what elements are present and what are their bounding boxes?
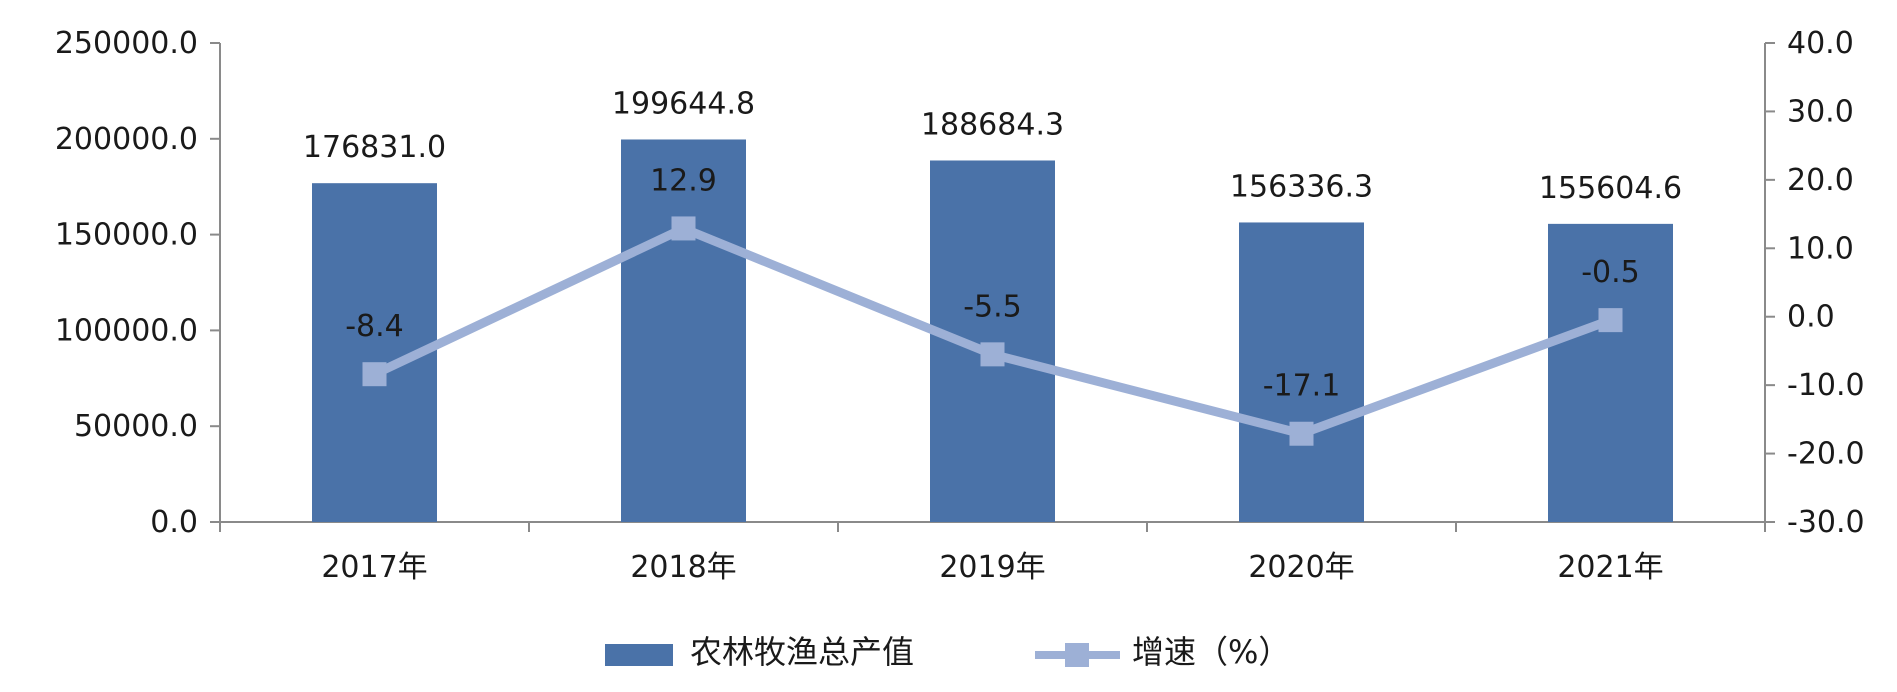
right-y-tick-label: 40.0 bbox=[1787, 26, 1854, 61]
x-tick-label: 2019年 bbox=[939, 550, 1045, 585]
bar-value-label: 188684.3 bbox=[921, 107, 1064, 142]
legend: 农林牧渔总产值 增速（%） bbox=[605, 633, 1290, 671]
left-y-tick-label: 100000.0 bbox=[55, 313, 198, 348]
data-labels: 176831.0 199644.8 188684.3 156336.3 155604.6… bbox=[303, 86, 1682, 403]
growth-value-label: -0.5 bbox=[1581, 255, 1640, 290]
right-y-tick-label: 10.0 bbox=[1787, 231, 1854, 266]
line-series bbox=[362, 216, 1623, 446]
right-y-tick-label: -10.0 bbox=[1787, 368, 1865, 403]
growth-marker bbox=[362, 362, 387, 387]
x-tick-label: 2017年 bbox=[321, 550, 427, 585]
growth-marker bbox=[980, 342, 1005, 367]
right-y-tick-label: 0.0 bbox=[1787, 300, 1835, 335]
bar-value-label: 176831.0 bbox=[303, 130, 446, 165]
growth-value-label: -5.5 bbox=[963, 289, 1022, 324]
right-y-tick-label: -30.0 bbox=[1787, 505, 1865, 540]
left-y-tick-label: 150000.0 bbox=[55, 218, 198, 253]
growth-value-label: -8.4 bbox=[345, 309, 404, 344]
axes: 0.0 50000.0 100000.0 150000.0 200000.0 250000… bbox=[55, 26, 1865, 585]
legend-bar-label: 农林牧渔总产值 bbox=[690, 633, 914, 671]
x-tick-label: 2018年 bbox=[630, 550, 736, 585]
growth-value-label: -17.1 bbox=[1263, 369, 1341, 404]
right-y-tick-label: 20.0 bbox=[1787, 163, 1854, 198]
left-y-tick-label: 200000.0 bbox=[55, 122, 198, 157]
bar bbox=[1239, 222, 1364, 522]
x-tick-label: 2020年 bbox=[1248, 550, 1354, 585]
bar-value-label: 155604.6 bbox=[1539, 171, 1682, 206]
bar-series bbox=[312, 139, 1673, 523]
legend-line-label: 增速（%） bbox=[1132, 633, 1290, 671]
bar bbox=[621, 139, 746, 522]
bar bbox=[1548, 223, 1673, 523]
x-tick-label: 2021年 bbox=[1557, 550, 1663, 585]
left-y-tick-label: 0.0 bbox=[150, 505, 198, 540]
growth-marker bbox=[1598, 308, 1623, 333]
right-y-tick-label: 30.0 bbox=[1787, 94, 1854, 129]
right-y-tick-label: -20.0 bbox=[1787, 437, 1865, 472]
left-y-tick-label: 250000.0 bbox=[55, 26, 198, 61]
bar-value-label: 199644.8 bbox=[612, 86, 755, 121]
growth-marker bbox=[1289, 421, 1314, 446]
legend-bar-swatch bbox=[605, 644, 673, 666]
growth-value-label: 12.9 bbox=[650, 163, 717, 198]
growth-marker bbox=[671, 216, 696, 241]
left-y-tick-label: 50000.0 bbox=[74, 409, 198, 444]
legend-line-marker bbox=[1065, 643, 1089, 667]
bar-value-label: 156336.3 bbox=[1230, 169, 1373, 204]
